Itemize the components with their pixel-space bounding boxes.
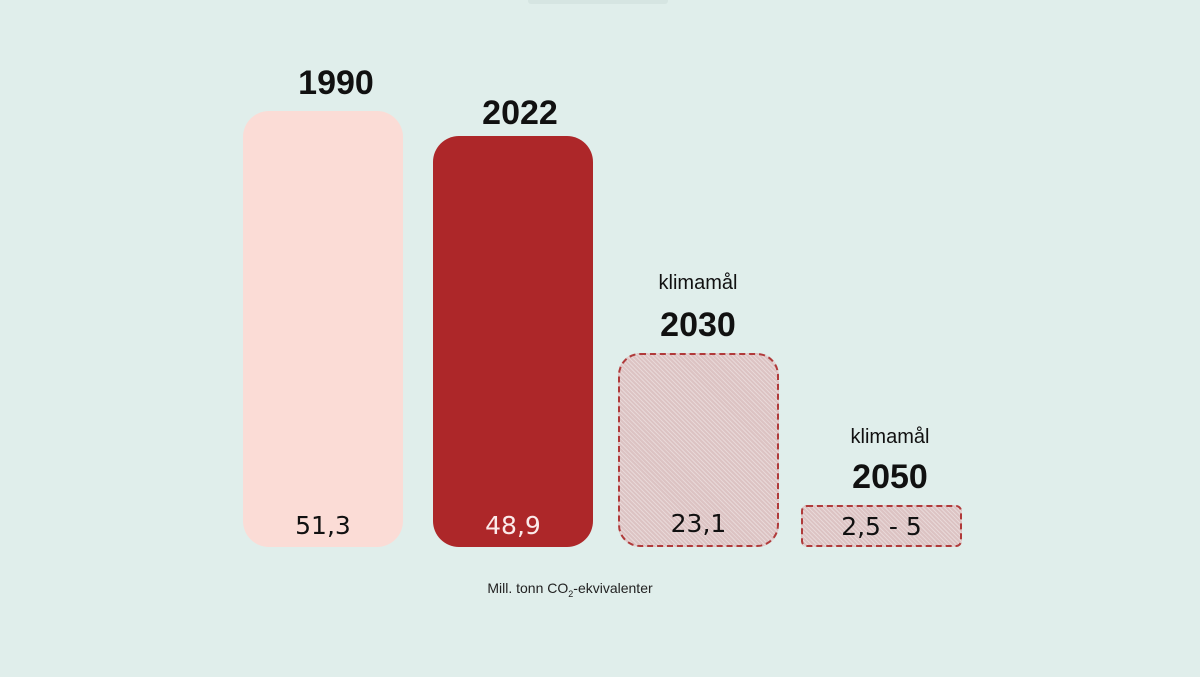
unit-prefix: Mill. tonn CO	[487, 580, 569, 596]
unit-subscript: 2	[568, 588, 574, 599]
unit-label: Mill. tonn CO2-ekvivalenter	[420, 580, 720, 599]
year-label-1990: 1990	[298, 64, 374, 102]
target-sublabel-2030: klimamål	[658, 272, 738, 294]
top-tab-decoration	[528, 0, 668, 4]
bar-target-2050: 2,5 - 5	[801, 505, 962, 547]
year-label-2050: 2050	[852, 458, 928, 496]
value-label-2050: 2,5 - 5	[841, 512, 922, 541]
bar-2022: 48,9	[433, 136, 593, 547]
value-label-2022: 48,9	[485, 511, 541, 540]
value-label-1990: 51,3	[295, 511, 351, 540]
year-label-2022: 2022	[482, 94, 558, 132]
unit-suffix: -ekvivalenter	[573, 580, 653, 596]
bar-1990: 51,3	[243, 111, 403, 547]
target-sublabel-2050: klimamål	[850, 426, 930, 448]
year-label-2030: 2030	[660, 306, 736, 344]
bar-target-2030: 23,1	[618, 353, 779, 547]
value-label-2030: 23,1	[670, 509, 727, 538]
